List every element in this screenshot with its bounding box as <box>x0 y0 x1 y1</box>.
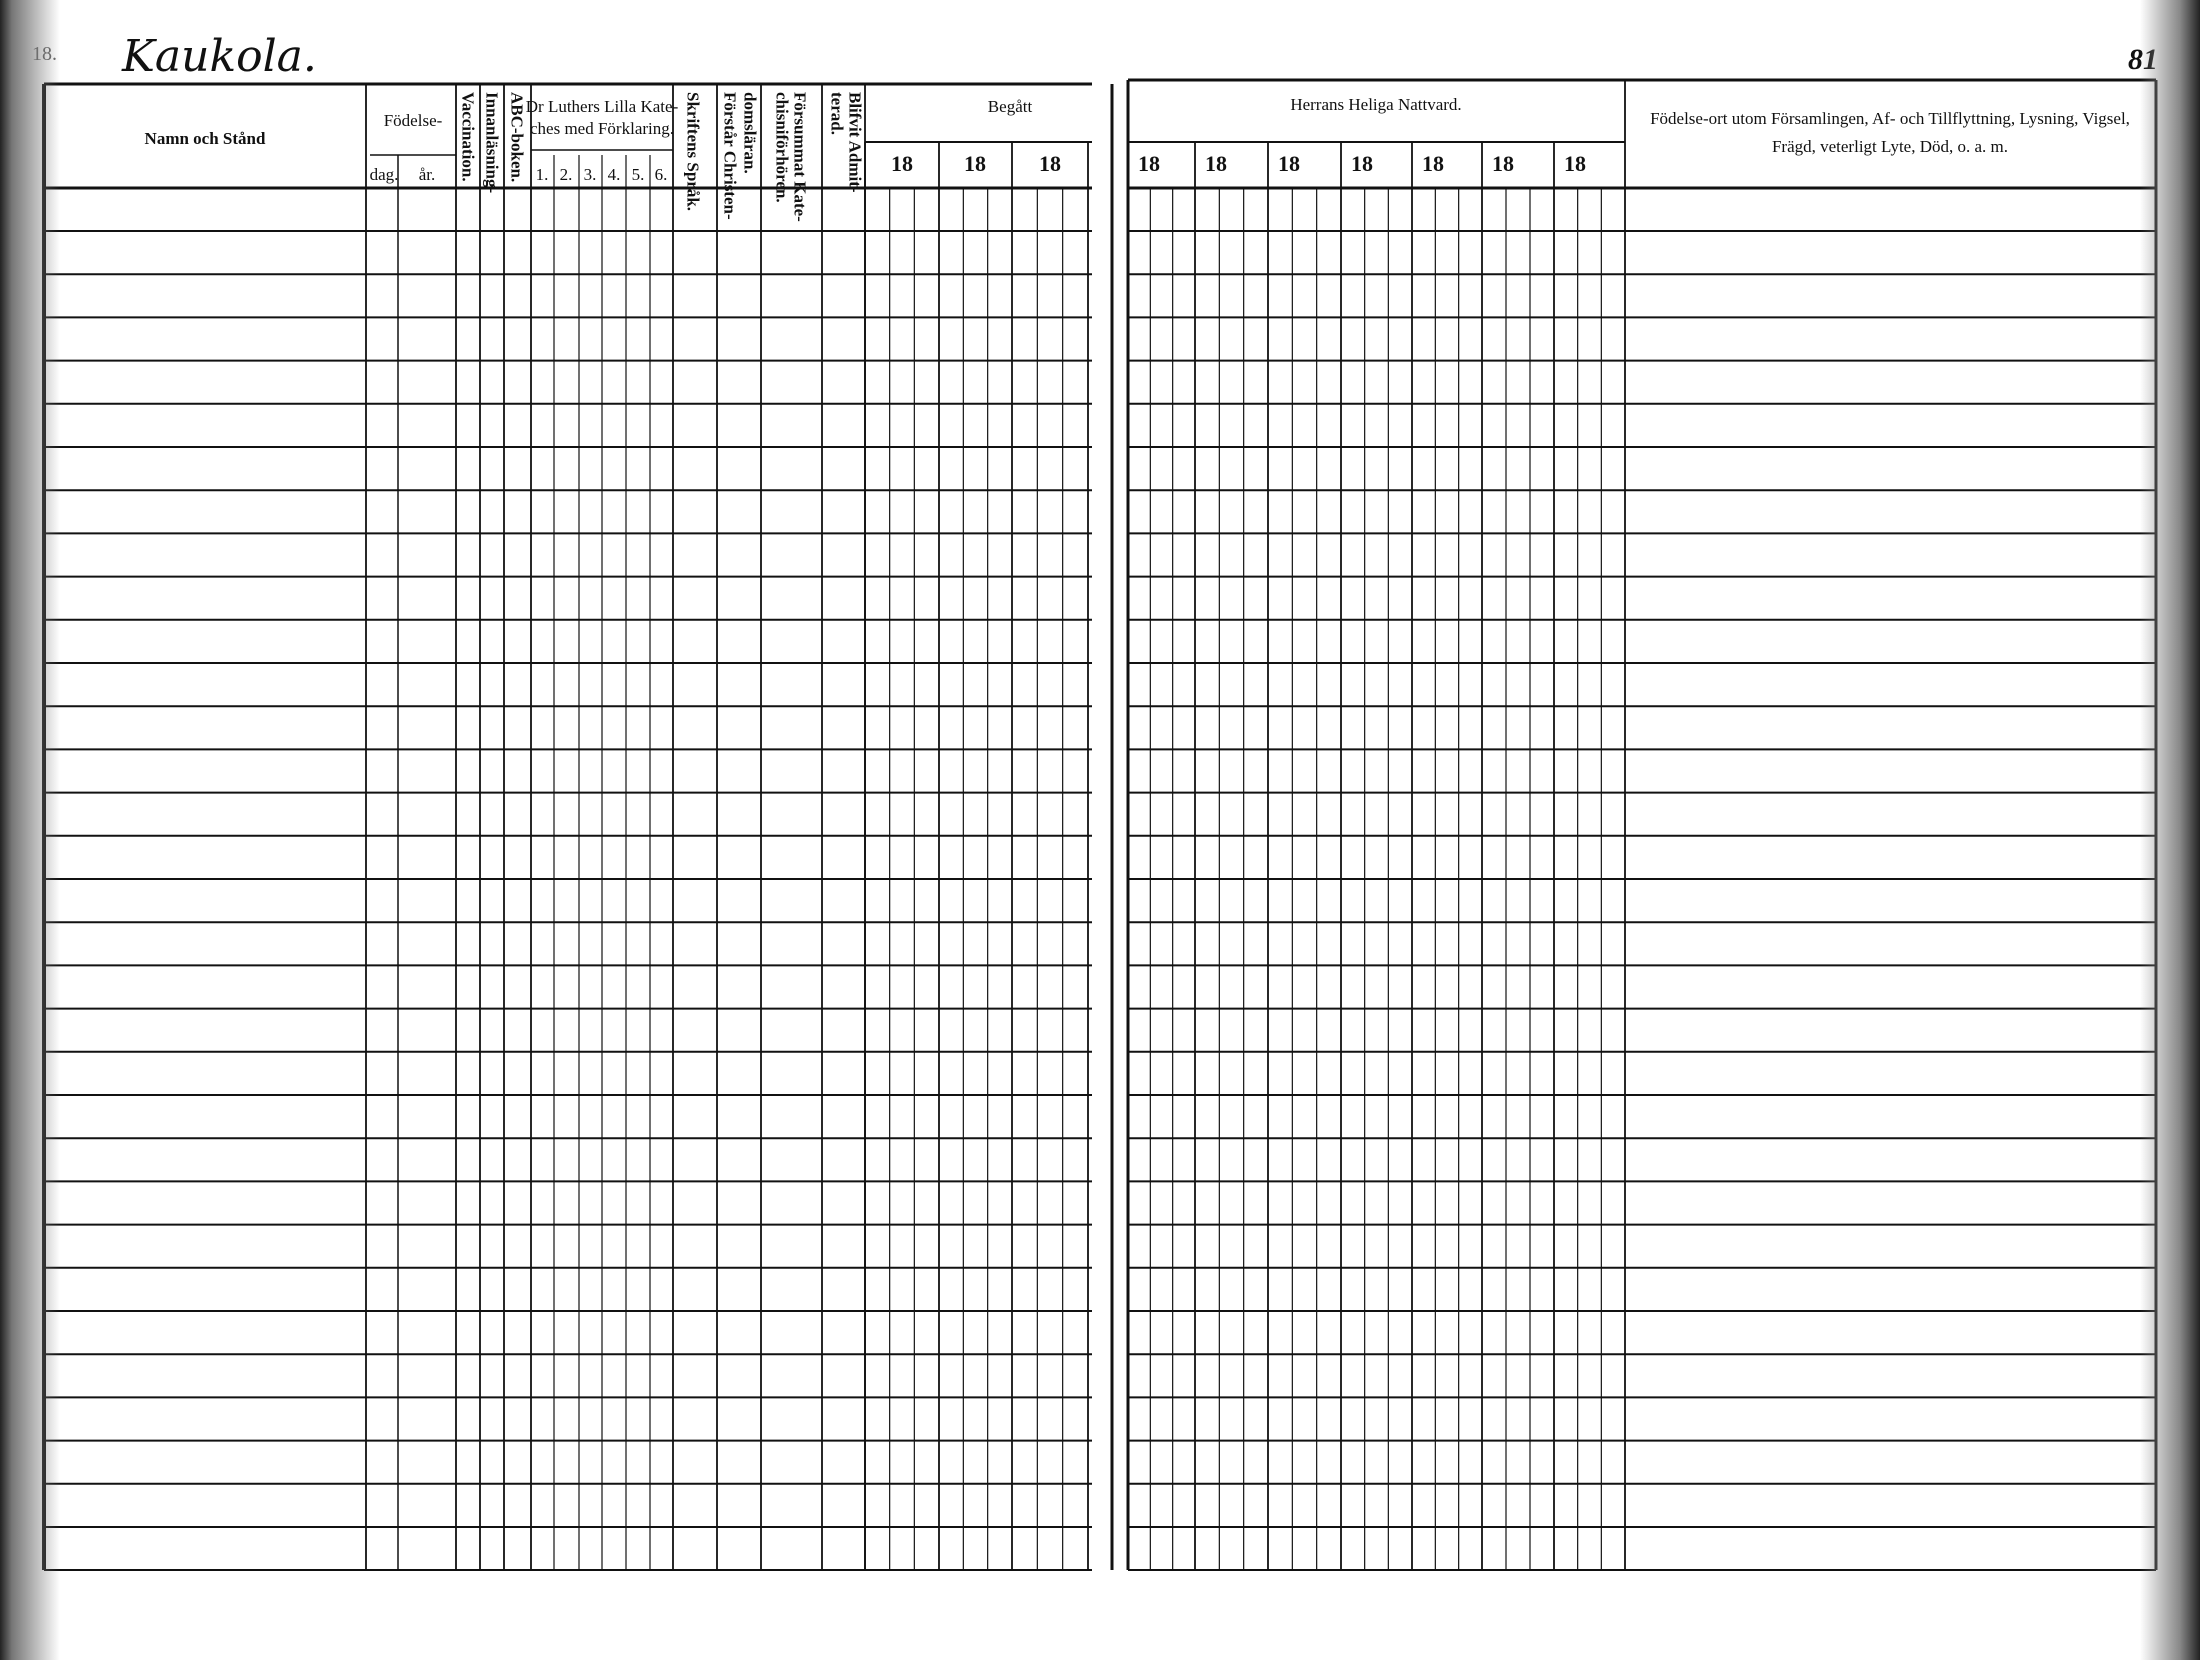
header-remarks-line1: Födelse-ort utom Församlingen, Af- och T… <box>1650 109 2130 128</box>
header-luther-line1: Dr Luthers Lilla Kate- <box>525 97 679 116</box>
header-birth-year: år. <box>418 165 436 184</box>
header-scripture: Skriftens Språk. <box>683 92 703 212</box>
header-year: 18 <box>1564 151 1586 176</box>
header-admitted-1: Blifvit Admit- <box>845 92 865 193</box>
header-luther-part: 4. <box>607 165 621 184</box>
header-birth: Födelse- <box>383 111 443 130</box>
header-abc-book: ABC-boken. <box>507 92 527 183</box>
page-mark: 18. <box>32 43 57 65</box>
header-missed-2: chisniförhören. <box>772 92 792 203</box>
header-birth-day: dag. <box>369 165 399 184</box>
header-year: 18 <box>1039 151 1061 176</box>
header-name-and-status: Namn och Stånd <box>144 129 266 148</box>
header-missed-1: Försummat Kate- <box>790 92 810 222</box>
header-year: 18 <box>1492 151 1514 176</box>
header-year: 18 <box>1138 151 1160 176</box>
header-admitted-2: terad. <box>827 92 847 135</box>
header-luther-part: 1. <box>535 165 549 184</box>
header-luther-part: 5. <box>631 165 645 184</box>
village-name: Kaukola. <box>122 31 317 82</box>
header-year: 18 <box>1351 151 1373 176</box>
header-year: 18 <box>1278 151 1300 176</box>
header-communion: Herrans Heliga Nattvard. <box>1290 95 1462 114</box>
header-attended: Begått <box>987 97 1033 116</box>
header-year: 18 <box>891 151 913 176</box>
header-vaccination: Vaccination. <box>458 92 478 182</box>
header-luther-part: 3. <box>583 165 597 184</box>
header-reading: Innanläsning- <box>482 92 502 194</box>
header-year: 18 <box>1422 151 1444 176</box>
header-luther-part: 2. <box>559 165 573 184</box>
header-understands-1: Förstår Christen- <box>720 92 740 220</box>
page-number: 81 <box>2128 43 2158 76</box>
header-luther-line2: ches med Förklaring. <box>530 119 674 138</box>
header-year: 18 <box>1205 151 1227 176</box>
header-luther-part: 6. <box>654 165 668 184</box>
header-remarks-line2: Frägd, veterligt Lyte, Död, o. a. m. <box>1771 137 2009 156</box>
header-year: 18 <box>964 151 986 176</box>
header-understands-2: domsläran. <box>740 92 760 174</box>
